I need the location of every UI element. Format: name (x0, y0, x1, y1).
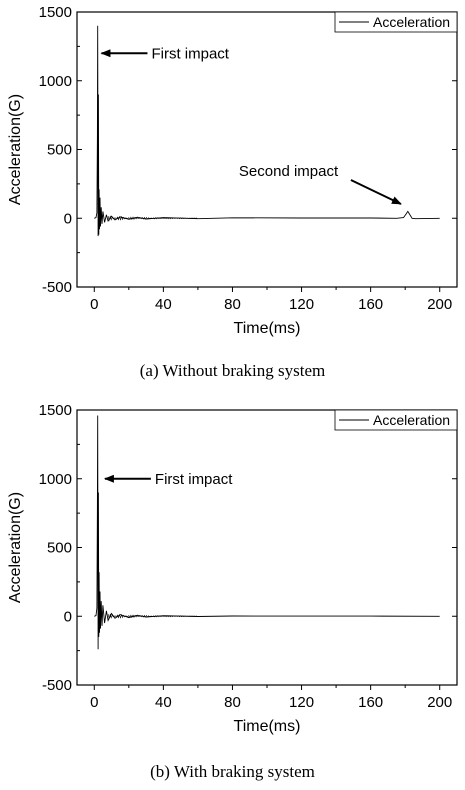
series-noise-acceleration (107, 613, 198, 620)
series-line-acceleration (94, 25, 440, 237)
x-tick-label: 40 (155, 296, 172, 313)
annotation-label: First impact (151, 45, 229, 62)
y-tick-label: 0 (64, 608, 72, 625)
chart-a-caption: (a) Without braking system (139, 361, 326, 380)
x-tick-label: 80 (224, 296, 241, 313)
x-tick-label: 200 (427, 694, 452, 711)
x-tick-label: 120 (289, 694, 314, 711)
chart-panel-b: -500 0 500 1000 1500 0 40 80 120 160 200 Accelerati… (0, 398, 465, 790)
y-axis-label: Acceleration(G) (7, 94, 24, 205)
chart-a-svg: -500 0 500 1000 1500 0 40 80 120 160 200 Accelerati… (7, 4, 458, 337)
legend-label: Acceleration (373, 14, 450, 30)
annotation-label: Second impact (239, 163, 339, 180)
x-tick-label: 160 (358, 296, 383, 313)
y-tick-label: 0 (64, 210, 72, 227)
legend-label: Acceleration (373, 412, 450, 428)
y-tick-label: 1500 (39, 4, 72, 21)
x-tick-label: 120 (289, 296, 314, 313)
series-noise-acceleration (107, 215, 198, 222)
x-axis-label: Time(ms) (234, 718, 301, 735)
y-tick-label: -500 (42, 677, 72, 694)
y-tick-label: 500 (47, 142, 72, 159)
legend: Acceleration (334, 409, 458, 431)
y-tick-label: -500 (42, 279, 72, 296)
x-tick-label: 0 (90, 296, 98, 313)
y-axis-label: Acceleration(G) (7, 492, 24, 603)
legend-box (334, 409, 458, 431)
x-axis-label: Time(ms) (234, 320, 301, 337)
annotation-arrow (350, 179, 402, 205)
plot-frame (76, 409, 458, 686)
x-tick-label: 80 (224, 694, 241, 711)
y-tick-label: 500 (47, 540, 72, 557)
y-tick-label: 1000 (39, 73, 72, 90)
chart-panel-a: -500 0 500 1000 1500 0 40 80 120 160 200 Accelerati… (0, 0, 465, 392)
x-tick-label: 160 (358, 694, 383, 711)
chart-b-svg: -500 0 500 1000 1500 0 40 80 120 160 200 Accelerati… (7, 402, 458, 735)
legend: Acceleration (334, 11, 458, 33)
legend-box (334, 11, 458, 33)
x-tick-label: 0 (90, 694, 98, 711)
x-tick-label: 200 (427, 296, 452, 313)
y-tick-label: 1500 (39, 402, 72, 419)
x-tick-label: 40 (155, 694, 172, 711)
series-line-acceleration (94, 415, 440, 650)
chart-b-caption: (b) With braking system (150, 762, 315, 781)
annotation-label: First impact (155, 471, 233, 488)
y-tick-label: 1000 (39, 471, 72, 488)
